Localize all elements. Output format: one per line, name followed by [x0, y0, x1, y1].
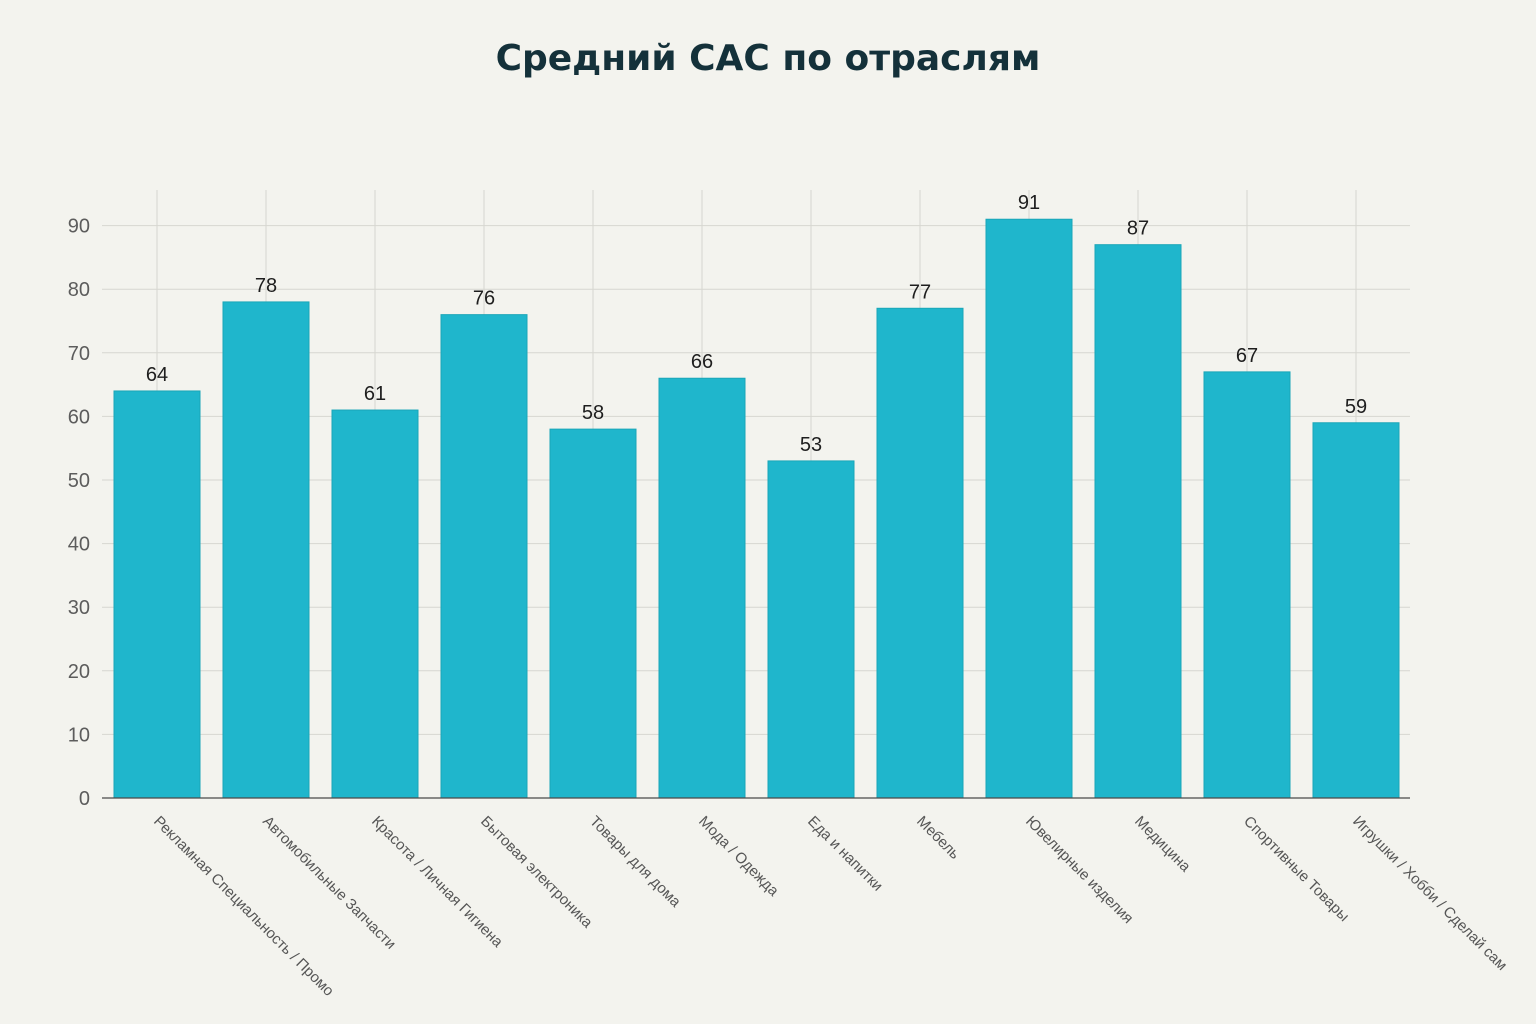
x-tick-label: Ювелирные изделия [1022, 813, 1136, 927]
bar-value-label: 66 [691, 351, 713, 373]
y-tick-label: 60 [68, 406, 90, 428]
y-tick-label: 50 [68, 470, 90, 492]
bar [1203, 371, 1291, 799]
x-tick-label: Игрушки / Хобби / Сделай сам [1349, 813, 1510, 974]
bar [440, 314, 528, 799]
bar [549, 428, 637, 799]
y-tick-label: 70 [68, 343, 90, 365]
y-tick-label: 10 [68, 724, 90, 746]
bar [113, 390, 201, 799]
x-tick-label: Товары для дома [586, 813, 684, 911]
bar-value-label: 64 [146, 364, 168, 386]
bar [331, 409, 419, 799]
y-tick-label: 80 [68, 279, 90, 301]
y-tick-label: 20 [68, 661, 90, 683]
x-tick-label: Медицина [1131, 813, 1194, 876]
bar [658, 377, 746, 799]
x-tick-label: Спортивные Товары [1240, 813, 1352, 925]
y-tick-label: 0 [79, 788, 90, 810]
x-tick-label: Еда и напитки [804, 813, 886, 895]
bar-value-label: 67 [1236, 345, 1258, 367]
bar-value-label: 61 [364, 383, 386, 405]
bar [1094, 244, 1182, 799]
x-tick-label: Рекламная Специальность / Промо [150, 813, 337, 1000]
bar-value-label: 91 [1018, 192, 1040, 214]
chart-title: Средний CAC по отраслям [495, 38, 1041, 79]
y-tick-label: 90 [68, 216, 90, 238]
bar [985, 218, 1073, 799]
bar-value-label: 58 [582, 402, 604, 424]
x-tick-label: Мода / Одежда [695, 813, 782, 900]
bar-value-label: 77 [909, 281, 931, 303]
y-tick-label: 40 [68, 534, 90, 556]
bar-value-label: 53 [800, 434, 822, 456]
bar [222, 301, 310, 799]
bar-value-label: 59 [1345, 396, 1367, 418]
bar [767, 460, 855, 799]
bar-value-label: 87 [1127, 218, 1149, 240]
bar [876, 307, 964, 799]
x-tick-label: Бытовая электроника [477, 813, 596, 932]
bar-value-label: 76 [473, 288, 495, 310]
y-tick-label: 30 [68, 597, 90, 619]
bar-value-label: 78 [255, 275, 277, 297]
bar [1312, 422, 1400, 799]
x-tick-label: Мебель [913, 813, 963, 863]
